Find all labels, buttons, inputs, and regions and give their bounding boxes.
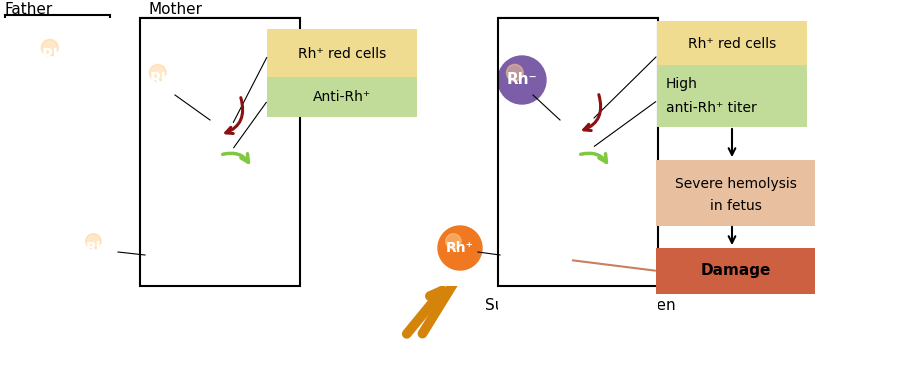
Text: Anti-Rh⁺: Anti-Rh⁺ [313,90,371,104]
Text: Rh⁺: Rh⁺ [41,48,72,63]
Ellipse shape [574,146,620,217]
Bar [0,18,498,286]
Text: Rh⁻: Rh⁻ [507,72,537,87]
FancyBboxPatch shape [657,65,807,127]
Ellipse shape [200,54,266,212]
Ellipse shape [540,21,655,257]
Bar [498,18,658,286]
Text: High: High [666,77,698,91]
Ellipse shape [182,21,297,257]
Text: Father: Father [5,2,53,17]
Circle shape [86,234,101,249]
Text: First Rh⁺ child: First Rh⁺ child [166,298,274,313]
Ellipse shape [570,71,606,131]
Ellipse shape [193,50,273,243]
Bar [140,286,300,366]
Circle shape [439,227,483,271]
Circle shape [507,64,523,81]
Circle shape [34,32,82,80]
FancyBboxPatch shape [656,248,815,294]
Text: Subsequent Rh⁺ children: Subsequent Rh⁺ children [485,298,675,313]
Text: Rh⁺: Rh⁺ [446,241,474,255]
Circle shape [41,40,58,56]
Circle shape [142,57,190,105]
Bar [498,286,658,366]
Bar [658,18,900,286]
Bar [498,18,658,40]
Circle shape [79,227,123,271]
Ellipse shape [558,54,624,212]
Ellipse shape [551,50,631,243]
Circle shape [141,56,189,104]
Circle shape [438,226,482,270]
Text: Rh⁺: Rh⁺ [86,241,114,255]
Text: Damage: Damage [700,264,770,279]
Circle shape [499,57,547,105]
Text: Rh⁻: Rh⁻ [149,72,180,87]
Bar [5,15,110,155]
FancyBboxPatch shape [657,21,807,67]
Text: Mother: Mother [148,2,202,17]
FancyBboxPatch shape [267,77,417,117]
Bar [498,18,658,286]
Text: Rh⁺ red cells: Rh⁺ red cells [298,47,386,61]
Circle shape [149,64,166,81]
Ellipse shape [216,146,262,217]
Text: Severe hemolysis: Severe hemolysis [675,177,796,191]
FancyBboxPatch shape [267,29,417,79]
Text: in fetus: in fetus [709,199,761,213]
Bar [140,18,300,286]
Ellipse shape [212,71,248,131]
Bar [140,18,300,286]
Text: anti-Rh⁺ titer: anti-Rh⁺ titer [666,101,757,115]
Bar [0,18,140,286]
Circle shape [33,31,81,79]
FancyBboxPatch shape [656,160,815,226]
Circle shape [78,226,122,270]
Circle shape [446,234,461,249]
Bar [300,18,900,286]
Circle shape [498,56,546,104]
Bar [140,18,300,40]
Text: Rh⁺ red cells: Rh⁺ red cells [688,37,776,51]
